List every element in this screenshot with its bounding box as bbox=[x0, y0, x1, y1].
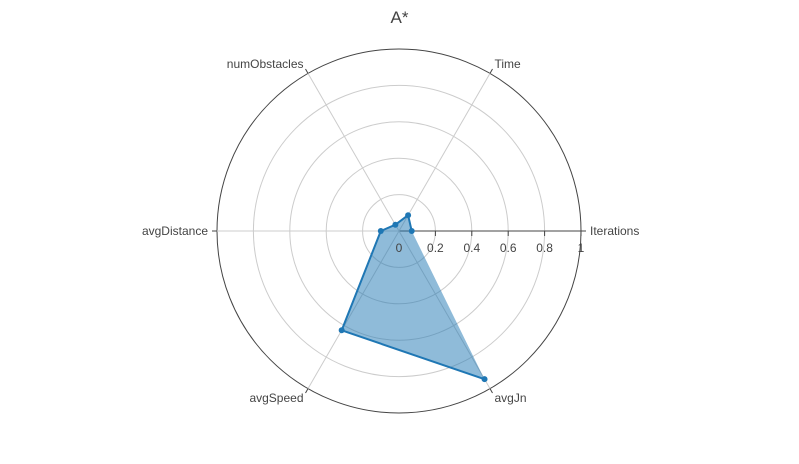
axis-label-iterations: Iterations bbox=[590, 224, 639, 238]
radial-tick-label: 0.4 bbox=[463, 241, 480, 255]
data-point bbox=[408, 228, 415, 234]
axis-label-time: Time bbox=[495, 57, 522, 71]
series-fill bbox=[341, 215, 485, 380]
data-point bbox=[338, 327, 345, 334]
angular-tick-mark bbox=[305, 388, 309, 394]
data-point bbox=[481, 376, 488, 383]
axis-label-avgdistance: avgDistance bbox=[142, 224, 208, 238]
axis-label-avgspeed: avgSpeed bbox=[249, 391, 303, 405]
angular-tick-mark bbox=[489, 388, 493, 394]
data-point bbox=[405, 212, 412, 219]
radial-tick-label: 0.8 bbox=[536, 241, 553, 255]
axis-label-numobstacles: numObstacles bbox=[227, 57, 304, 71]
axis-label-avgjn: avgJn bbox=[495, 391, 527, 405]
data-point bbox=[392, 221, 399, 228]
radial-tick-label: 1 bbox=[578, 241, 585, 255]
angular-tick-mark bbox=[305, 68, 309, 74]
spoke-line bbox=[398, 73, 491, 232]
radial-tick-label: 0.2 bbox=[427, 241, 444, 255]
angular-tick-mark bbox=[489, 68, 493, 74]
radial-tick-label: 0.6 bbox=[500, 241, 517, 255]
chart-title: A* bbox=[390, 8, 409, 27]
data-point bbox=[377, 228, 384, 234]
spoke-line bbox=[307, 73, 400, 232]
radial-tick-label: 0 bbox=[396, 241, 403, 255]
